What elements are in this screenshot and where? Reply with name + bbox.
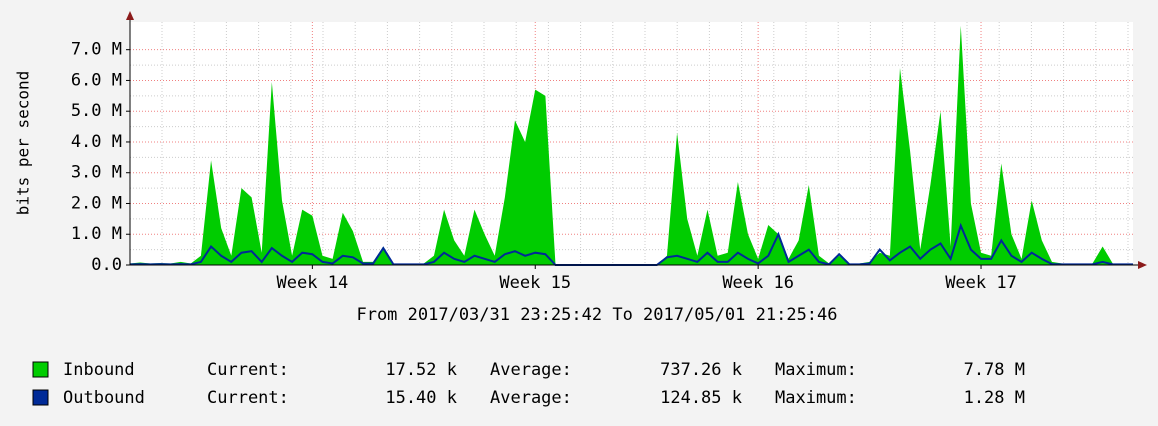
legend-label: Inbound	[63, 360, 135, 380]
legend-stat: Current:	[207, 388, 289, 408]
subtitle: From 2017/03/31 23:25:42 To 2017/05/01 2…	[356, 305, 837, 325]
legend-stat: 7.78 M	[964, 360, 1025, 380]
y-axis-arrow	[126, 11, 134, 20]
legend-stat: Average:	[490, 360, 572, 380]
legend-stat: Average:	[490, 388, 572, 408]
area	[130, 25, 1133, 265]
grid	[126, 22, 1133, 269]
x-axis-arrow	[1138, 261, 1147, 269]
legend-stat: 737.26 k	[660, 360, 742, 380]
legend-stat: 15.40 k	[385, 388, 457, 408]
axes	[126, 11, 1147, 269]
legend-label: Outbound	[63, 388, 145, 408]
y-tick-label: 5.0 M	[71, 101, 122, 121]
y-axis-label: bits per second	[14, 71, 33, 216]
legend-swatch	[32, 389, 49, 406]
legend-stat: Current:	[207, 360, 289, 380]
x-tick-label: Week 17	[945, 273, 1017, 293]
legend-stat: 124.85 k	[660, 388, 742, 408]
x-tick-label: Week 15	[499, 273, 571, 293]
legend-stat: Maximum:	[775, 360, 857, 380]
y-tick-label: 6.0 M	[71, 70, 122, 90]
y-tick-label: 2.0 M	[71, 193, 122, 213]
x-tick-label: Week 14	[277, 273, 349, 293]
legend-stat: Maximum:	[775, 388, 857, 408]
legend: Inbound Current: 17.52 k Average: 737.26 k Ma…	[32, 360, 1025, 408]
y-tick-label: 0.0	[91, 255, 122, 275]
y-tick-label: 4.0 M	[71, 132, 122, 152]
x-tick-label: Week 16	[722, 273, 794, 293]
y-tick-label: 7.0 M	[71, 40, 122, 60]
legend-stat: 1.28 M	[964, 388, 1025, 408]
legend-swatch	[32, 361, 49, 378]
y-tick-label: 1.0 M	[71, 224, 122, 244]
y-tick-label: 3.0 M	[71, 163, 122, 183]
legend-stat: 17.52 k	[385, 360, 457, 380]
